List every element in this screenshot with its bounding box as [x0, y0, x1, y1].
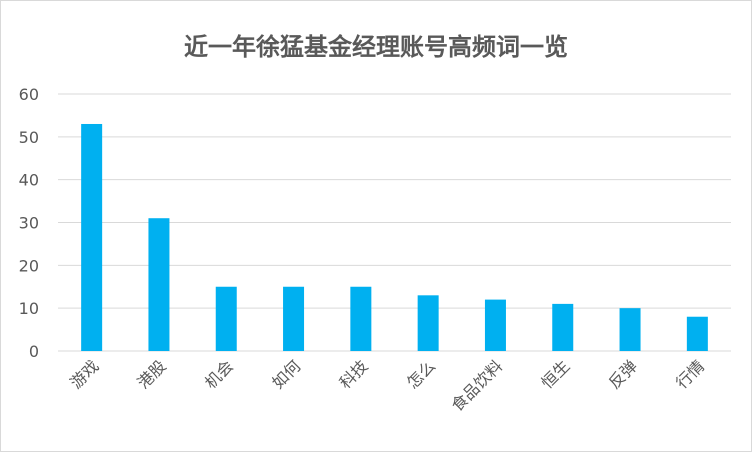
- chart-title: 近一年徐猛基金经理账号高频词一览: [184, 33, 568, 61]
- y-tick-label: 30: [19, 214, 39, 233]
- y-tick-label: 20: [19, 256, 39, 275]
- x-tick-label: 行情: [672, 356, 708, 392]
- bar: [686, 316, 708, 351]
- x-tick-label: 科技: [336, 356, 372, 392]
- y-tick-label: 10: [19, 299, 39, 318]
- bar: [619, 308, 641, 351]
- bar: [81, 123, 103, 351]
- x-tick-label: 恒生: [538, 356, 574, 392]
- y-tick-label: 50: [19, 128, 39, 147]
- x-tick-label: 食品饮料: [448, 356, 507, 415]
- x-tick-label: 机会: [201, 356, 237, 392]
- x-tick-label: 游戏: [66, 356, 102, 392]
- x-tick-label: 如何: [268, 356, 304, 392]
- y-tick-label: 40: [19, 171, 39, 190]
- y-tick-label: 60: [19, 85, 39, 104]
- x-tick-label: 怎么: [403, 356, 439, 392]
- y-tick-label: 0: [29, 342, 39, 361]
- x-tick-label: 港股: [134, 356, 170, 392]
- bar: [215, 286, 237, 351]
- bar: [283, 286, 305, 351]
- x-tick-label: 反弹: [605, 356, 641, 392]
- bar: [484, 299, 506, 351]
- bar: [552, 303, 574, 351]
- bar: [350, 286, 372, 351]
- bar: [148, 218, 170, 351]
- bar: [417, 295, 439, 351]
